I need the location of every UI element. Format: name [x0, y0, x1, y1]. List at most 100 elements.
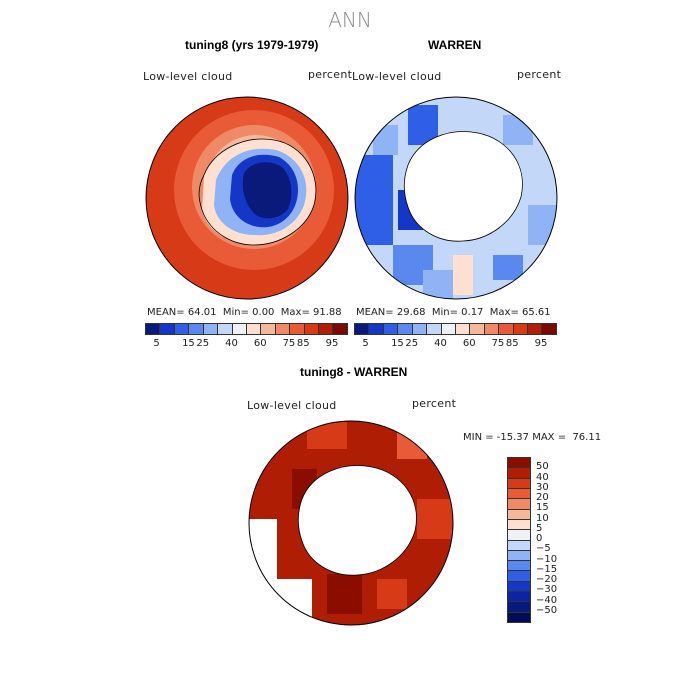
- panel3-colorbar: [507, 457, 531, 623]
- panel1-mean-value: 64.01: [187, 307, 217, 318]
- panel2-map: [354, 96, 558, 300]
- panel3-colorbar-label: −20: [536, 574, 558, 585]
- panel2-variable: Low-level cloud: [352, 70, 442, 83]
- panel1-mean-label: MEAN=: [147, 307, 185, 318]
- panel2-max-label: Max=: [489, 307, 519, 318]
- panel1-colorbar-swatch: [304, 324, 320, 334]
- panel1-colorbar-label: 60: [253, 338, 267, 349]
- panel3-colorbar-swatch: [508, 540, 530, 551]
- panel3-colorbar-label: 20: [536, 492, 549, 503]
- panel3-units: percent: [412, 397, 457, 410]
- panel3-title: tuning8 - WARREN: [300, 365, 408, 379]
- panel1-colorbar-label: 95: [325, 338, 339, 349]
- panel2-max-value: 65.61: [522, 307, 551, 318]
- panel1-colorbar-swatch: [261, 324, 276, 334]
- panel3-colorbar-label: −10: [536, 553, 558, 565]
- panel3-colorbar-label: 15: [536, 502, 549, 514]
- panel2-colorbar-swatch: [441, 324, 456, 334]
- panel2-colorbar-swatch: [427, 324, 442, 334]
- panel1-colorbar-swatch: [319, 324, 334, 334]
- panel3-colorbar-swatch: [508, 478, 530, 489]
- panel3-colorbar-swatch: [508, 468, 530, 479]
- panel1-title: tuning8 (yrs 1979-1979): [185, 38, 319, 52]
- panel2-title: WARREN: [428, 38, 482, 52]
- panel3-colorbar-label: 50: [536, 461, 549, 473]
- panel3-colorbar-swatch: [508, 612, 530, 622]
- panel2-min-value: 0.17: [461, 307, 484, 318]
- panel1-max-label: Max=: [280, 307, 310, 318]
- panel1-colorbar-swatch: [290, 324, 305, 334]
- panel2-colorbar-swatch: [412, 324, 428, 334]
- panel2-colorbar-swatch: [542, 324, 556, 334]
- panel1-variable: Low-level cloud: [143, 70, 233, 83]
- panel1-min-value: 0.00: [252, 307, 275, 318]
- panel2-colorbar-swatch: [513, 324, 529, 334]
- panel1-colorbar-label: 5: [153, 338, 160, 349]
- panel3-colorbar-swatch: [508, 458, 530, 469]
- panel3-colorbar-swatch: [508, 488, 530, 500]
- panel2-colorbar-swatch: [528, 324, 543, 334]
- panel1-stats: MEAN= 64.01 Min= 0.00 Max= 91.88: [147, 307, 342, 318]
- figure-title: ANN: [328, 8, 372, 32]
- panel3-colorbar-swatch: [508, 509, 530, 520]
- panel1-map: [145, 96, 349, 300]
- panel3-colorbar-label: 10: [536, 512, 549, 524]
- panel1-colorbar-swatch: [203, 324, 219, 334]
- panel3-colorbar-label: −50: [536, 604, 558, 616]
- panel2-colorbar-label: 95: [534, 338, 548, 349]
- panel1-units: percent: [308, 68, 353, 81]
- panel1-max-value: 91.88: [313, 307, 342, 318]
- panel3-colorbar-swatch: [508, 530, 530, 541]
- panel3-map: [248, 420, 454, 626]
- panel1-colorbar: [145, 323, 348, 335]
- panel3-colorbar-label: −40: [536, 594, 558, 606]
- panel1-colorbar-label: 40: [225, 338, 238, 349]
- panel2-min-label: Min=: [431, 307, 458, 318]
- panel2-colorbar-swatch: [369, 324, 384, 334]
- panel2-units: percent: [517, 68, 562, 81]
- panel2-colorbar-swatch: [470, 324, 485, 334]
- panel3-colorbar-labels: 50 40 30 20 15 10 5 0 −5 −10 −15 −20 −30 −40 −50: [536, 457, 576, 621]
- panel3-colorbar-label: 5: [536, 522, 543, 534]
- panel1-colorbar-swatch: [189, 324, 204, 334]
- panel1-colorbar-label: 25: [196, 338, 210, 349]
- panel2-mean-value: 29.68: [396, 307, 426, 318]
- panel2-colorbar-label: 60: [462, 338, 476, 349]
- panel3-colorbar-label: −5: [536, 543, 551, 555]
- panel1-min-label: Min=: [222, 307, 249, 318]
- panel1-colorbar-swatch: [146, 324, 161, 334]
- panel2-colorbar-swatch: [455, 324, 471, 334]
- panel3-range: MIN = -15.37 MAX = 76.11: [463, 432, 602, 443]
- panel3-colorbar-swatch: [508, 571, 530, 582]
- panel1-colorbar-swatch: [333, 324, 347, 334]
- panel2-colorbar-label: 85: [505, 338, 519, 349]
- panel2-colorbar-label: 25: [405, 338, 419, 349]
- panel1-colorbar-swatch: [160, 324, 175, 334]
- panel3-colorbar-swatch: [508, 602, 530, 613]
- panel2-colorbar-swatch: [355, 324, 370, 334]
- panel2-colorbar-swatch: [499, 324, 514, 334]
- panel2-colorbar-swatch: [398, 324, 413, 334]
- panel1-colorbar-swatch: [174, 324, 190, 334]
- panel3-colorbar-swatch: [508, 561, 530, 572]
- panel2-colorbar-label: 15: [391, 338, 404, 349]
- panel1-colorbar-label: 85: [296, 338, 310, 349]
- panel3-colorbar-label: −15: [536, 563, 558, 575]
- panel1-colorbar-label: 75: [282, 338, 296, 349]
- panel3-colorbar-swatch: [508, 592, 530, 603]
- panel2-colorbar: [354, 323, 557, 335]
- panel3-colorbar-label: −30: [536, 584, 558, 596]
- panel1-colorbar-swatch: [275, 324, 291, 334]
- panel3-colorbar-label: 30: [536, 481, 549, 493]
- panel2-colorbar-swatch: [383, 324, 399, 334]
- panel3-colorbar-label: 40: [536, 471, 549, 483]
- panel3-colorbar-swatch: [508, 550, 530, 562]
- panel2-stats: MEAN= 29.68 Min= 0.17 Max= 65.61: [356, 307, 551, 318]
- panel1-colorbar-swatch: [246, 324, 262, 334]
- panel2-colorbar-label: 75: [491, 338, 505, 349]
- panel3-colorbar-swatch: [508, 581, 530, 593]
- panel1-colorbar-swatch: [218, 324, 233, 334]
- panel1-colorbar-label: 15: [182, 338, 195, 349]
- panel3-colorbar-label: 0: [536, 533, 543, 544]
- panel3-colorbar-swatch: [508, 499, 530, 510]
